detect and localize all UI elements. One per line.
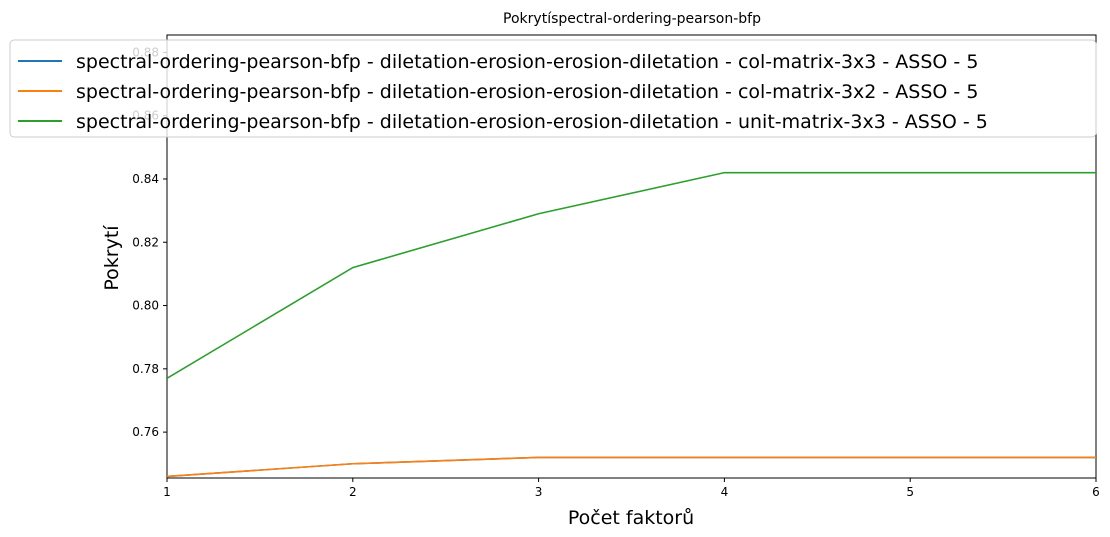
x-tick-label: 4 bbox=[721, 485, 729, 499]
y-tick-label: 0.82 bbox=[132, 235, 159, 249]
legend-box bbox=[9, 39, 1097, 138]
legend: spectral-ordering-pearson-bfp - diletati… bbox=[9, 39, 1097, 138]
series-line-3 bbox=[167, 171, 1096, 380]
x-tick-label: 5 bbox=[906, 485, 914, 499]
series-line-2 bbox=[167, 456, 1096, 478]
x-axis-label: Počet faktorů bbox=[568, 507, 694, 529]
legend-label-2: spectral-ordering-pearson-bfp - diletati… bbox=[76, 81, 978, 103]
y-tick-label: 0.84 bbox=[132, 172, 159, 186]
y-tick-label: 0.78 bbox=[132, 362, 159, 376]
plot-frame bbox=[166, 34, 1097, 479]
x-tick-label: 6 bbox=[1092, 485, 1100, 499]
y-axis-label: Pokrytí bbox=[101, 225, 123, 291]
legend-label-1: spectral-ordering-pearson-bfp - diletati… bbox=[76, 51, 978, 73]
y-tick-label: 0.80 bbox=[132, 299, 159, 313]
series-lines bbox=[167, 171, 1096, 478]
x-tick-label: 1 bbox=[163, 485, 171, 499]
y-tick-label: 0.76 bbox=[132, 425, 159, 439]
chart-title: Pokrytíspectral-ordering-pearson-bfp bbox=[503, 11, 761, 27]
x-tick-label: 2 bbox=[349, 485, 357, 499]
legend-label-3: spectral-ordering-pearson-bfp - diletati… bbox=[76, 111, 988, 133]
x-tick-label: 3 bbox=[535, 485, 543, 499]
